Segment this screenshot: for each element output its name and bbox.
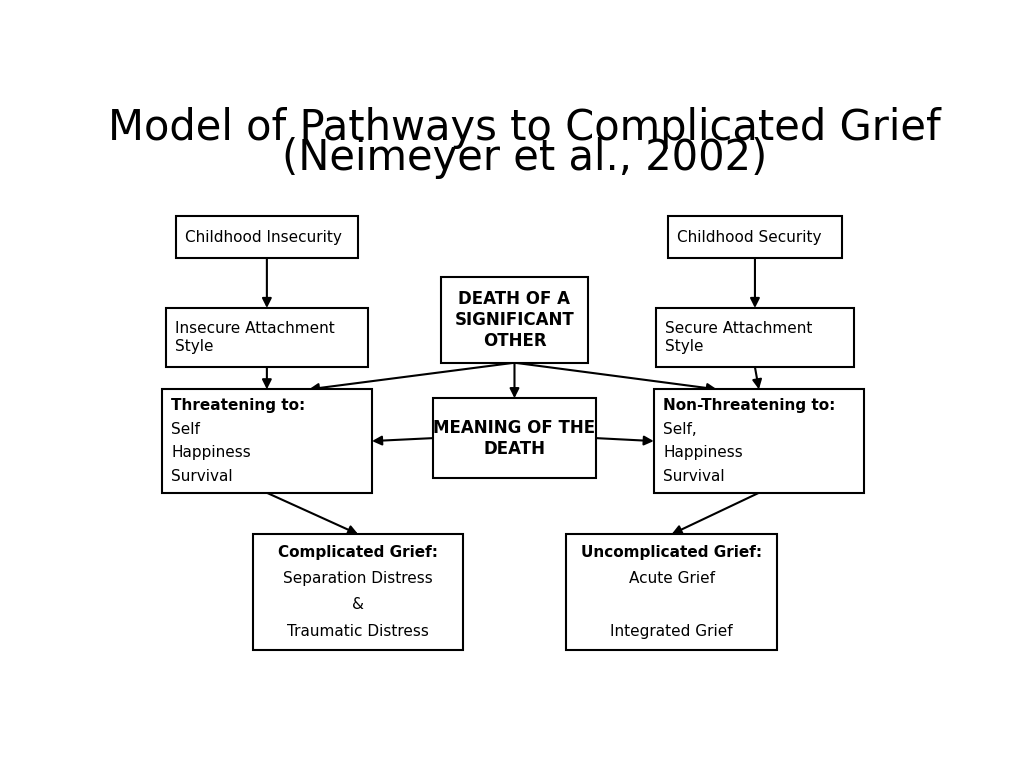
Text: Threatening to:: Threatening to: xyxy=(171,399,305,413)
FancyBboxPatch shape xyxy=(176,216,358,258)
Text: Childhood Insecurity: Childhood Insecurity xyxy=(185,230,342,244)
Text: DEATH OF A
SIGNIFICANT
OTHER: DEATH OF A SIGNIFICANT OTHER xyxy=(455,290,574,349)
Text: &: & xyxy=(352,598,365,612)
FancyBboxPatch shape xyxy=(441,277,588,362)
Text: Uncomplicated Grief:: Uncomplicated Grief: xyxy=(581,545,762,560)
Text: Survival: Survival xyxy=(664,468,725,484)
Text: Traumatic Distress: Traumatic Distress xyxy=(287,624,429,639)
Text: (Neimeyer et al., 2002): (Neimeyer et al., 2002) xyxy=(283,137,767,178)
FancyBboxPatch shape xyxy=(566,535,777,650)
FancyBboxPatch shape xyxy=(166,308,368,367)
FancyBboxPatch shape xyxy=(655,308,854,367)
Text: Integrated Grief: Integrated Grief xyxy=(610,624,733,639)
Text: Survival: Survival xyxy=(171,468,232,484)
FancyBboxPatch shape xyxy=(653,389,864,493)
Text: Secure Attachment
Style: Secure Attachment Style xyxy=(666,321,813,354)
Text: Happiness: Happiness xyxy=(171,445,251,460)
FancyBboxPatch shape xyxy=(253,535,463,650)
FancyBboxPatch shape xyxy=(162,389,372,493)
Text: Non-Threatening to:: Non-Threatening to: xyxy=(664,399,836,413)
Text: Childhood Security: Childhood Security xyxy=(677,230,821,244)
Text: Complicated Grief:: Complicated Grief: xyxy=(279,545,438,560)
Text: MEANING OF THE
DEATH: MEANING OF THE DEATH xyxy=(433,419,596,458)
Text: Insecure Attachment
Style: Insecure Attachment Style xyxy=(175,321,335,354)
FancyBboxPatch shape xyxy=(668,216,842,258)
Text: Model of Pathways to Complicated Grief: Model of Pathways to Complicated Grief xyxy=(109,107,941,149)
FancyBboxPatch shape xyxy=(433,398,596,478)
Text: Separation Distress: Separation Distress xyxy=(284,571,433,586)
Text: Self: Self xyxy=(171,422,200,437)
Text: Acute Grief: Acute Grief xyxy=(629,571,715,586)
Text: Self,: Self, xyxy=(664,422,697,437)
Text: Happiness: Happiness xyxy=(664,445,743,460)
